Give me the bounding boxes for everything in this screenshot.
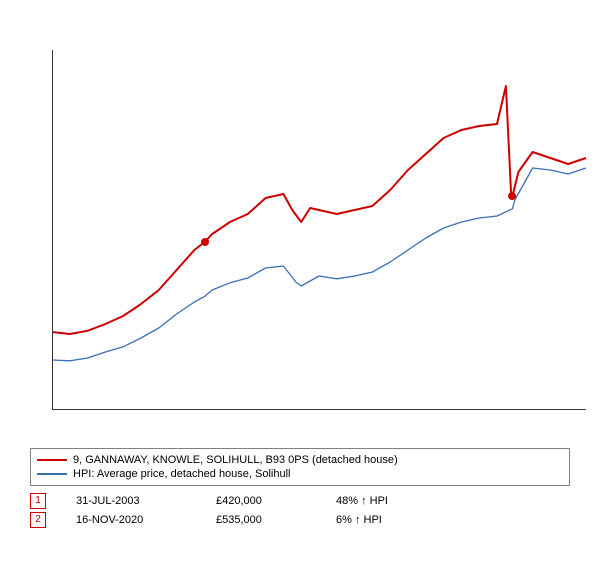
sale-dot: [508, 192, 516, 200]
event-marker-box: 1: [30, 493, 46, 509]
chart: [52, 50, 586, 410]
legend-item: HPI: Average price, detached house, Soli…: [37, 467, 563, 481]
event-price: £535,000: [216, 514, 306, 526]
event-price: £420,000: [216, 495, 306, 507]
legend-swatch: [37, 459, 67, 461]
legend: 9, GANNAWAY, KNOWLE, SOLIHULL, B93 0PS (…: [30, 448, 570, 486]
y-axis: [52, 50, 53, 410]
series-hpi: [52, 168, 586, 361]
legend-label: HPI: Average price, detached house, Soli…: [73, 468, 291, 480]
event-date: 16-NOV-2020: [76, 514, 186, 526]
event-marker-box: 2: [30, 512, 46, 528]
legend-swatch: [37, 473, 67, 475]
events-table: 1 31-JUL-2003 £420,000 48% ↑ HPI 2 16-NOV-202…: [30, 490, 570, 531]
x-axis: [52, 409, 586, 410]
event-row: 1 31-JUL-2003 £420,000 48% ↑ HPI: [30, 493, 570, 509]
sale-dot: [201, 238, 209, 246]
event-pct: 48% ↑ HPI: [336, 495, 456, 507]
event-row: 2 16-NOV-2020 £535,000 6% ↑ HPI: [30, 512, 570, 528]
series-property: [52, 86, 586, 334]
event-pct: 6% ↑ HPI: [336, 514, 456, 526]
line-series: [52, 50, 586, 410]
event-date: 31-JUL-2003: [76, 495, 186, 507]
legend-label: 9, GANNAWAY, KNOWLE, SOLIHULL, B93 0PS (…: [73, 454, 398, 466]
legend-item: 9, GANNAWAY, KNOWLE, SOLIHULL, B93 0PS (…: [37, 453, 563, 467]
